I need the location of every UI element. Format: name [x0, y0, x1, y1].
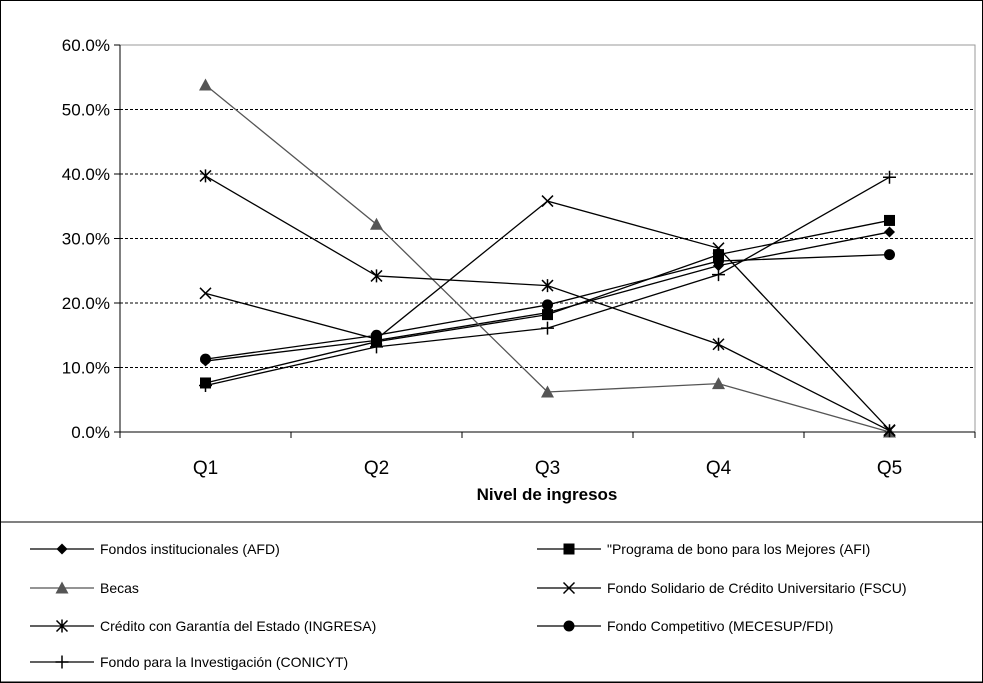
- data-point-plus: [883, 170, 896, 184]
- data-point-square: [884, 214, 895, 226]
- data-point-plus: [370, 340, 383, 354]
- legend-item: Crédito con Garantía del Estado (INGRESA…: [30, 618, 376, 634]
- data-point-triangle: [199, 78, 212, 91]
- x-tick-labels: Q1 Q2 Q3 Q4 Q5: [193, 458, 902, 479]
- y-tick-label: 10.0%: [62, 359, 110, 378]
- data-point-diamond: [884, 226, 895, 238]
- data-point-plus: [199, 379, 212, 393]
- x-tick-label: Q5: [877, 458, 902, 479]
- y-tick-labels: 0.0% 10.0% 20.0% 30.0% 40.0% 50.0% 60.0%: [62, 36, 110, 442]
- legend-item: Fondo Competitivo (MECESUP/FDI): [537, 618, 833, 634]
- data-point-plus: [712, 268, 725, 282]
- y-tick-label: 60.0%: [62, 36, 110, 55]
- y-tick-label: 50.0%: [62, 101, 110, 120]
- data-point-circle: [713, 255, 724, 267]
- data-point-triangle: [541, 385, 554, 398]
- data-point-circle: [563, 620, 575, 632]
- x-tick-label: Q3: [535, 458, 560, 479]
- data-point-plus: [55, 655, 69, 669]
- legend-label: Becas: [100, 580, 139, 596]
- data-point-square: [542, 309, 553, 321]
- x-tick-label: Q4: [706, 458, 732, 479]
- data-point-circle: [200, 353, 211, 365]
- legend-label: Fondos institucionales (AFD): [100, 541, 280, 557]
- data-point-asterisk: [370, 269, 383, 283]
- legend-item: Fondo para la Investigación (CONICYT): [30, 654, 348, 670]
- legend-item: Becas: [30, 580, 139, 596]
- data-point-square: [563, 543, 575, 555]
- data-point-diamond: [56, 543, 68, 555]
- data-point-x: [541, 195, 554, 208]
- data-point-x: [712, 242, 725, 255]
- data-point-square: [713, 249, 724, 261]
- data-point-asterisk: [712, 337, 725, 351]
- data-point-asterisk: [541, 279, 554, 293]
- data-point-circle: [884, 249, 895, 261]
- series-6: [199, 170, 896, 393]
- data-point-x: [562, 581, 576, 595]
- legend-item: Fondo Solidario de Crédito Universitario…: [537, 580, 907, 596]
- y-tick-label: 30.0%: [62, 230, 110, 249]
- data-point-x: [199, 287, 212, 300]
- x-axis-title: Nivel de ingresos: [477, 485, 618, 504]
- legend-item: "Programa de bono para los Mejores (AFI): [537, 541, 870, 557]
- data-point-asterisk: [883, 424, 896, 438]
- legend-item: Fondos institucionales (AFD): [30, 541, 280, 557]
- y-tick-label: 0.0%: [71, 423, 110, 442]
- axes: [114, 44, 976, 438]
- data-point-triangle: [712, 377, 725, 390]
- legend-label: Fondo Competitivo (MECESUP/FDI): [607, 618, 833, 634]
- data-point-triangle: [370, 217, 383, 230]
- data-point-asterisk: [199, 169, 212, 183]
- data-point-plus: [541, 321, 554, 335]
- legend-label: "Programa de bono para los Mejores (AFI): [607, 541, 870, 557]
- legend-label: Fondo para la Investigación (CONICYT): [100, 654, 348, 670]
- legend: Fondos institucionales (AFD) "Programa de…: [30, 541, 907, 670]
- series-2: [199, 78, 896, 438]
- data-point-asterisk: [55, 619, 69, 633]
- data-point-circle: [371, 329, 382, 341]
- y-tick-label: 20.0%: [62, 294, 110, 313]
- data-point-circle: [542, 299, 553, 311]
- legend-label: Crédito con Garantía del Estado (INGRESA…: [100, 618, 376, 634]
- series-5: [200, 249, 895, 365]
- x-tick-label: Q1: [193, 458, 218, 479]
- series-4: [199, 169, 896, 438]
- series-layer: [199, 78, 896, 438]
- legend-label: Fondo Solidario de Crédito Universitario…: [607, 580, 907, 596]
- data-point-triangle: [55, 581, 69, 594]
- y-tick-label: 40.0%: [62, 165, 110, 184]
- x-tick-label: Q2: [364, 458, 389, 479]
